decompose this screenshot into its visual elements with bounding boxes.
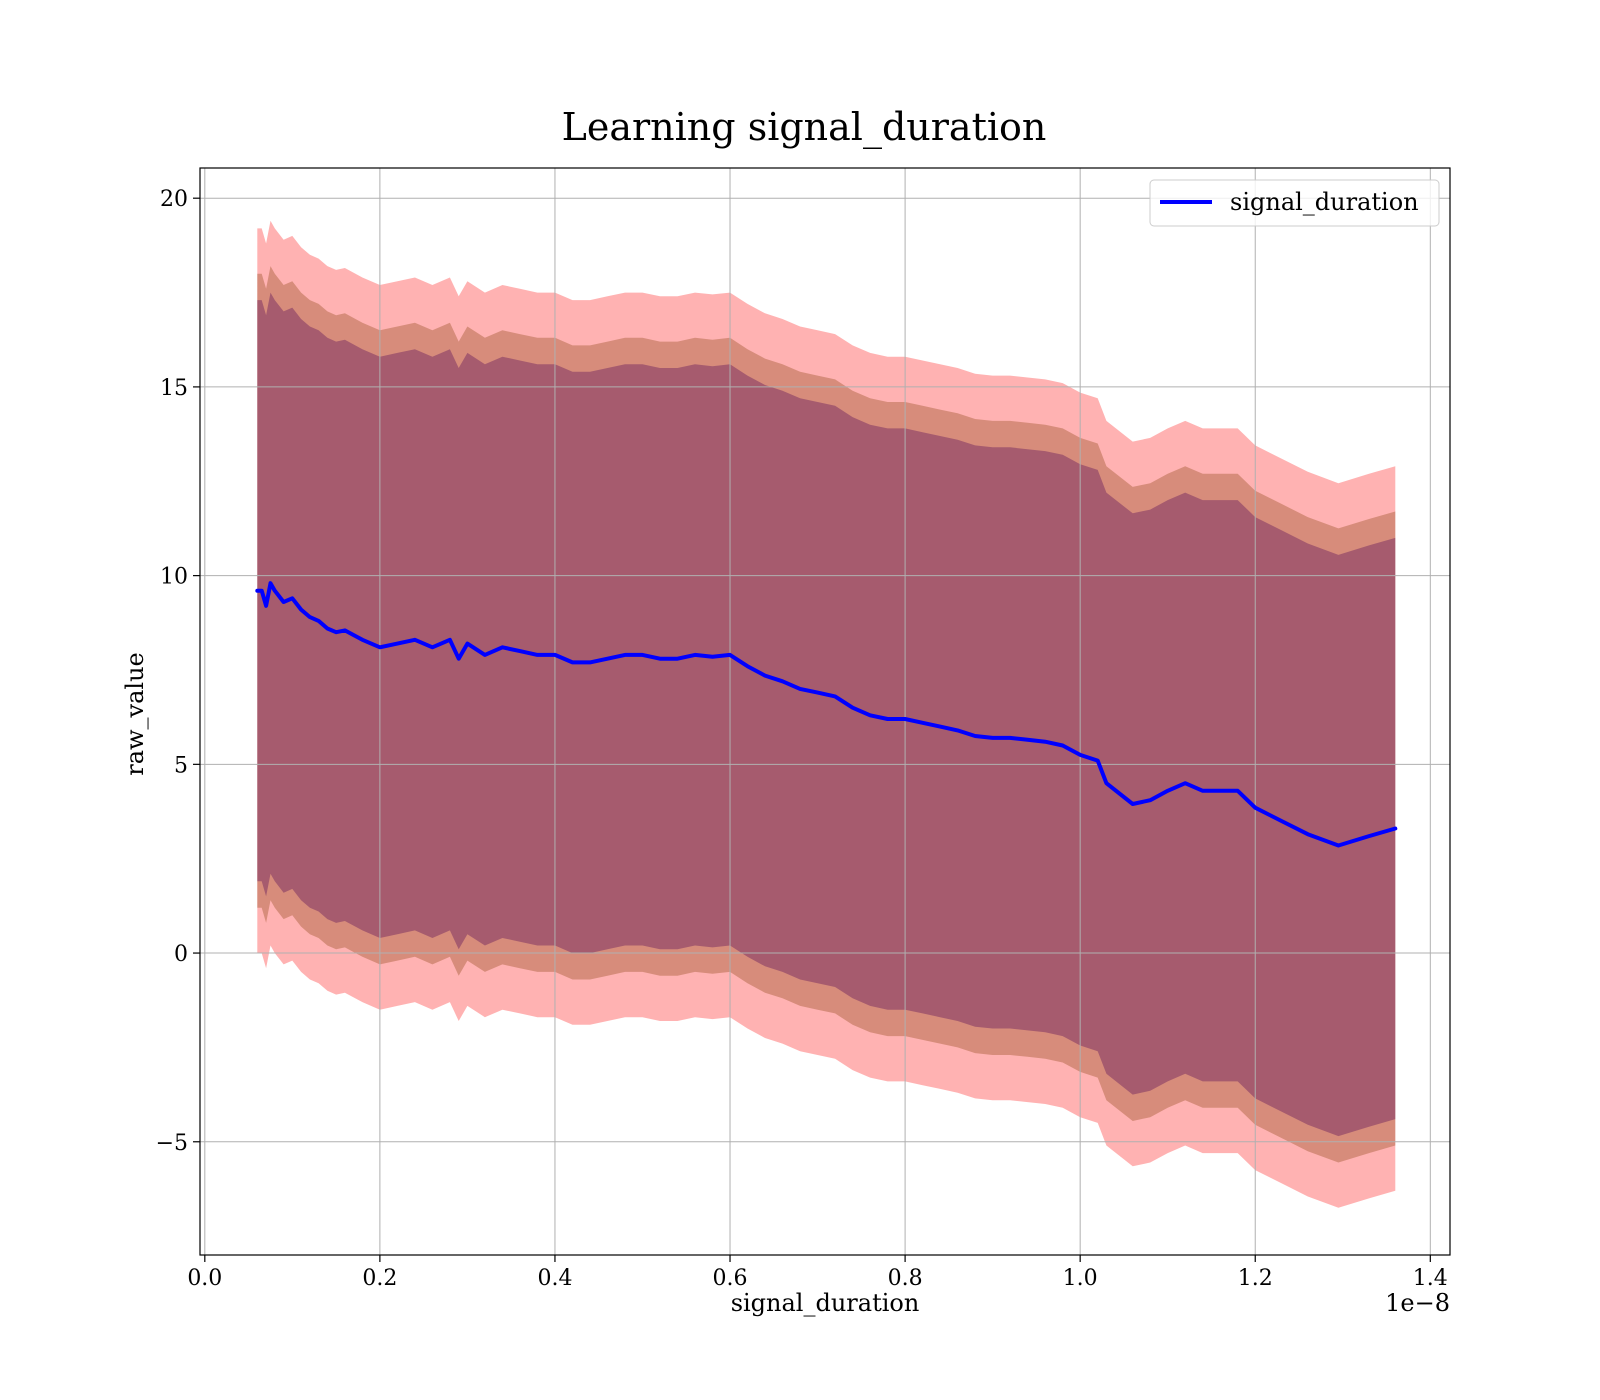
legend: signal_duration: [1149, 179, 1440, 227]
x-tick-label: 0.8: [888, 1266, 923, 1291]
chart-title: Learning signal_duration: [562, 105, 1047, 150]
plot-frame: [199, 167, 1451, 1256]
y-tick-label: −5: [156, 1131, 188, 1156]
confidence-band-2: [257, 266, 1396, 1163]
y-tick-label: 0: [174, 942, 188, 967]
confidence-bands: [257, 220, 1396, 1208]
x-tick-label: 1.4: [1413, 1266, 1448, 1291]
x-tick-label: 0.0: [187, 1266, 222, 1291]
confidence-band-1: [257, 220, 1396, 1208]
x-axis-ticks: 0.0 0.2 0.4 0.6 0.8 1.0 1.2 1.4: [187, 1255, 1448, 1291]
y-tick-label: 5: [174, 753, 188, 778]
y-axis-label: raw_value: [121, 652, 149, 776]
x-tick-label: 1.0: [1063, 1266, 1098, 1291]
y-tick-label: 20: [160, 187, 188, 212]
x-tick-label: 0.6: [713, 1266, 748, 1291]
legend-label-signal-duration: signal_duration: [1230, 188, 1419, 216]
x-tick-label: 0.4: [537, 1266, 572, 1291]
x-tick-label: 0.2: [362, 1266, 397, 1291]
x-axis-offset-label: 1e−8: [1385, 1289, 1450, 1317]
y-tick-label: 15: [160, 376, 188, 401]
x-tick-label: 1.2: [1238, 1266, 1273, 1291]
series-lines: [255, 581, 1398, 848]
confidence-band-3: [257, 292, 1396, 1137]
y-axis-ticks: 20 15 10 5 0 −5: [156, 187, 200, 1156]
series-line-signal-duration: [255, 581, 1398, 848]
x-axis-label: signal_duration: [731, 1289, 920, 1317]
y-tick-label: 10: [160, 565, 188, 590]
legend-box: [1149, 179, 1440, 227]
